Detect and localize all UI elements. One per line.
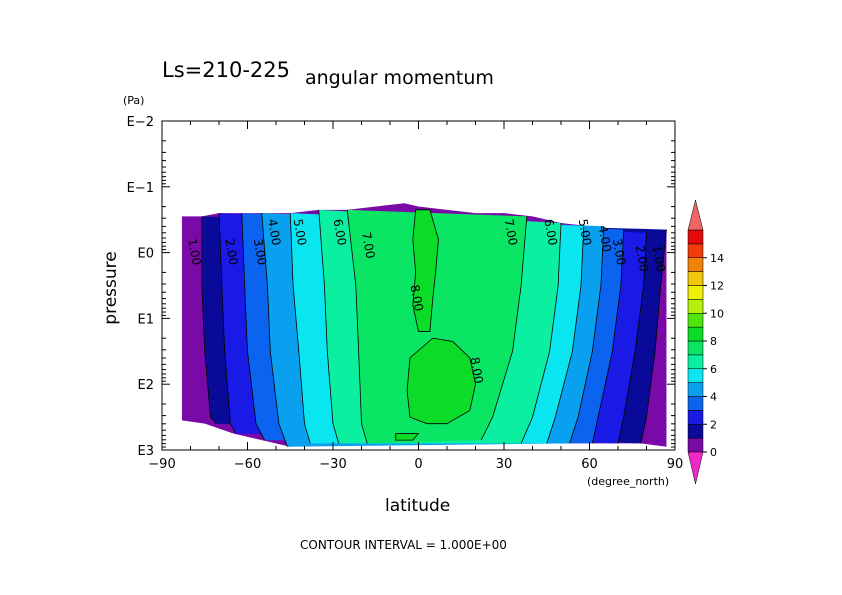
colorbar-segment <box>687 313 704 328</box>
colorbar-label: 6 <box>710 363 717 376</box>
contour-label: 1.00 <box>650 244 668 273</box>
contour-label: 5.00 <box>576 218 594 247</box>
colorbar-segment <box>687 299 704 314</box>
x-tick-label: −30 <box>319 457 346 472</box>
colorbar-under-arrow <box>687 451 704 485</box>
x-unit-label: (degree_north) <box>587 475 669 488</box>
colorbar-segment <box>687 437 704 453</box>
chart-subtitle: Ls=210-225 <box>162 58 290 82</box>
colorbar-label: 0 <box>710 446 717 459</box>
colorbar-segment <box>687 396 704 411</box>
contour-line <box>318 209 340 444</box>
contour-label: 2.00 <box>633 244 651 273</box>
contour-line <box>261 213 288 447</box>
chart-title: angular momentum <box>305 67 494 89</box>
y-unit-label: (Pa) <box>123 94 144 107</box>
y-tick-label: E3 <box>138 444 155 459</box>
contour-label: 2.00 <box>222 238 240 267</box>
y-axis: E3 E2 E1 E0 E−1 E−2 <box>127 115 675 459</box>
colorbar-segment <box>687 285 704 300</box>
contour-label: 7.00 <box>502 218 520 247</box>
contour-interval-note: CONTOUR INTERVAL = 1.000E+00 <box>300 538 507 552</box>
contour-line <box>218 213 237 434</box>
contour-label: 6.00 <box>331 218 349 247</box>
contour-peak-2 <box>406 337 476 425</box>
colorbar-label: 4 <box>710 391 717 404</box>
contour-line <box>640 229 667 444</box>
contour-line <box>569 226 605 444</box>
colorbar-label: 2 <box>710 418 717 431</box>
colorbar-label: 8 <box>710 335 717 348</box>
contour-label: 3.00 <box>610 238 628 267</box>
x-axis-title: latitude <box>385 496 450 516</box>
contour-line <box>520 222 562 444</box>
contour-label: 8.00 <box>467 356 485 385</box>
x-tick-label: 0 <box>414 457 422 472</box>
colorbar-label: 14 <box>710 252 724 265</box>
x-axis: −90 −60 −30 0 30 60 90 <box>148 121 683 472</box>
x-tick-label: −90 <box>148 457 175 472</box>
contour-line <box>617 232 647 444</box>
contour-label: 4.00 <box>596 224 614 253</box>
contour-band-7 <box>347 209 527 444</box>
colorbar-segment <box>687 424 704 439</box>
colorbar-segment <box>687 368 704 383</box>
contour-line <box>241 213 265 441</box>
contour-peak-3 <box>395 433 420 441</box>
y-axis-title: pressure <box>101 251 121 324</box>
contour-fill-layer <box>181 203 667 447</box>
colorbar-label: 12 <box>710 280 724 293</box>
contour-line-layer <box>201 209 667 447</box>
colorbar-segment <box>687 229 704 245</box>
colorbar-segment <box>687 243 704 258</box>
contour-label-layer: 1.00 2.00 3.004.00 5.00 6.00 7.008.007.00 6.00… <box>185 218 668 385</box>
colorbar-segment <box>687 382 704 397</box>
y-tick-label: E1 <box>138 312 155 327</box>
contour-line <box>201 216 217 424</box>
contour-line <box>591 229 625 444</box>
colorbar-segment <box>687 340 704 356</box>
y-tick-label: E2 <box>138 378 155 393</box>
y-tick-label: E−2 <box>127 115 154 130</box>
contour-label: 1.00 <box>185 238 203 267</box>
x-tick-label: 30 <box>496 457 513 472</box>
contour-line <box>480 216 528 441</box>
colorbar-segment <box>687 271 704 286</box>
y-tick-label: E0 <box>138 247 155 262</box>
contour-line <box>289 213 311 444</box>
contour-peak-1 <box>412 209 439 332</box>
colorbar-over-arrow <box>687 199 704 231</box>
x-tick-label: −60 <box>234 457 261 472</box>
contour-label: 6.00 <box>541 218 559 247</box>
colorbar-segment <box>687 257 704 272</box>
contour-line <box>346 209 368 444</box>
contour-label: 4.00 <box>265 218 283 247</box>
colorbar: 0 2 4 6 8 10 12 14 <box>687 199 724 485</box>
y-tick-label: E−1 <box>127 181 154 196</box>
colorbar-segment <box>687 354 704 369</box>
contour-line <box>546 226 585 444</box>
colorbar-label: 10 <box>710 307 724 320</box>
x-tick-label: 90 <box>667 457 684 472</box>
contour-label: 7.00 <box>359 231 377 260</box>
colorbar-segment <box>687 326 704 342</box>
colorbar-segment <box>687 410 704 425</box>
x-tick-label: 60 <box>581 457 598 472</box>
contour-label: 8.00 <box>408 284 426 313</box>
contour-label: 3.00 <box>251 238 269 267</box>
contour-label: 5.00 <box>291 218 309 247</box>
